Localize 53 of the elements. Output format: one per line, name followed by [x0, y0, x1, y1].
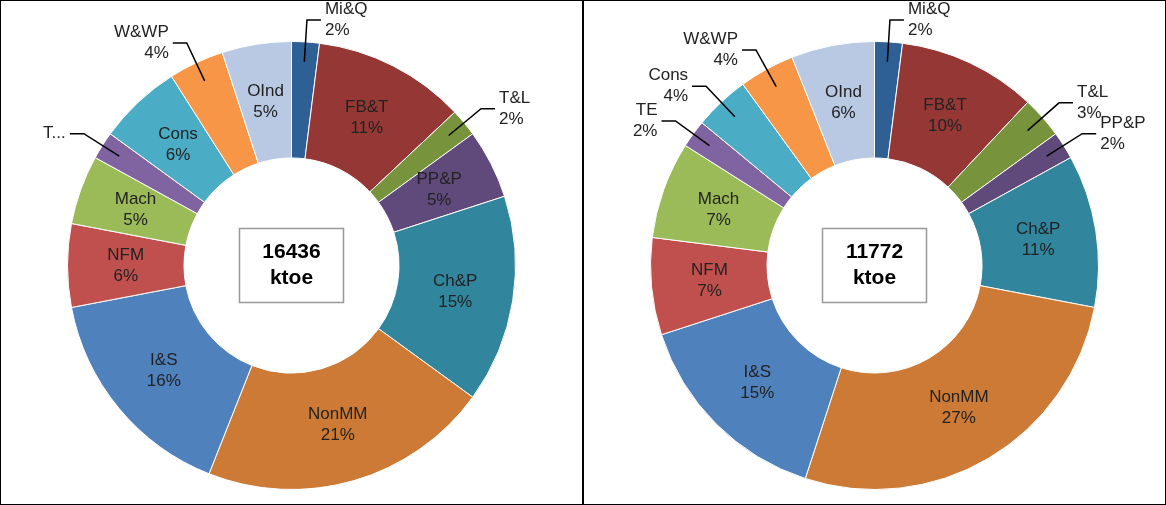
slice-label: Mi&Q — [907, 0, 951, 19]
slice-label: Ch&P — [1016, 218, 1061, 238]
slice-label: TE — [635, 100, 658, 120]
slice-label: NonMM — [307, 403, 368, 423]
slice-label: FB&T — [923, 94, 967, 114]
slice-label: Mi&Q — [324, 0, 368, 19]
data-label: 2% — [324, 20, 350, 40]
slice-label: Mach — [697, 188, 740, 208]
data-label: 21% — [320, 424, 355, 444]
slice-label: Cons — [648, 65, 689, 85]
data-label: 7% — [697, 281, 722, 301]
slice-label: NonMM — [929, 387, 989, 407]
data-label: 2% — [907, 20, 933, 40]
slice-label: Mach — [114, 188, 157, 208]
data-label: 4% — [144, 43, 169, 63]
slice-label: T&L — [1077, 82, 1109, 101]
data-label: 27% — [941, 408, 976, 428]
slice-label: NFM — [107, 244, 145, 264]
slice-label: I&S — [150, 350, 178, 370]
slice-label: T&L — [499, 87, 531, 107]
data-label: 15% — [438, 291, 473, 311]
slice-label: OInd — [247, 80, 284, 100]
data-label: 11% — [1021, 239, 1055, 259]
text: 16436 ktoe — [262, 239, 321, 289]
slice-label: OInd — [825, 81, 862, 101]
data-label: 2% — [1100, 133, 1125, 153]
data-label: 3% — [1077, 103, 1102, 122]
data-label: 4% — [663, 86, 689, 106]
slice-label: Ch&P — [433, 270, 478, 290]
slice-label: PP&P — [416, 169, 462, 189]
data-label: 15% — [740, 382, 775, 402]
data-label: 5% — [253, 101, 278, 121]
slice-label: PP&P — [1100, 112, 1146, 132]
data-label: 6% — [165, 144, 191, 164]
data-label: 4% — [713, 50, 738, 70]
slice-label: Cons — [158, 123, 198, 143]
data-label: 5% — [123, 209, 148, 229]
slice-label: I&S — [743, 361, 771, 381]
data-label: 5% — [426, 190, 452, 210]
text: 11772 ktoe — [845, 239, 904, 289]
data-label: 6% — [831, 102, 856, 122]
data-label: 2% — [499, 108, 524, 128]
slice-label: FB&T — [345, 96, 389, 116]
data-label: 7% — [706, 209, 731, 229]
slice-label: W&WP — [683, 29, 738, 49]
data-label: 11% — [350, 117, 384, 137]
data-label: 16% — [146, 371, 181, 391]
data-label: 10% — [928, 115, 963, 135]
data-label: 2% — [632, 121, 658, 141]
slice-label: NFM — [691, 260, 728, 280]
data-label: 6% — [113, 265, 139, 285]
slice-label: T... — [43, 123, 66, 143]
slice-label: W&WP — [113, 22, 169, 42]
